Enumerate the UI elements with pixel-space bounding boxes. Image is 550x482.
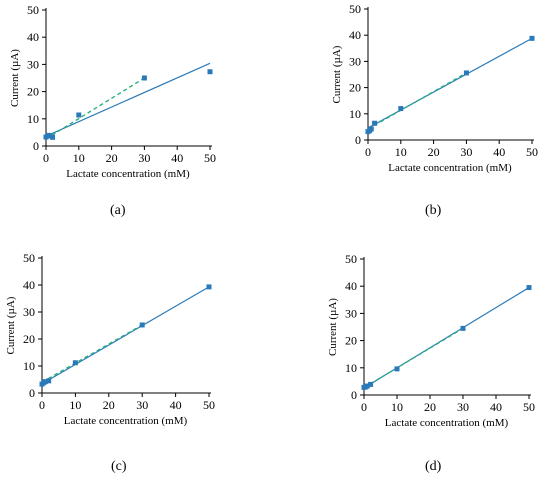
x-tick-label: 0 — [365, 145, 371, 159]
y-tick-label: 40 — [345, 279, 357, 293]
x-axis-label: Lactate concentration (mM) — [385, 417, 509, 429]
y-axis-label: Current (µA) — [5, 296, 17, 354]
data-point — [46, 132, 52, 138]
y-tick-label: 40 — [27, 30, 39, 44]
x-tick-label: 10 — [395, 145, 407, 159]
data-point — [463, 70, 469, 76]
x-tick-label: 20 — [424, 400, 436, 414]
data-point — [364, 383, 370, 389]
y-axis-label: Current (µA) — [327, 298, 339, 356]
data-point — [526, 285, 532, 291]
x-tick-label: 50 — [203, 398, 215, 412]
x-tick-label: 0 — [361, 400, 367, 414]
x-tick-label: 30 — [138, 151, 150, 165]
data-point — [394, 366, 400, 372]
data-point — [207, 69, 213, 75]
y-tick-label: 20 — [27, 85, 39, 99]
y-tick-label: 10 — [23, 359, 35, 373]
y-tick-label: 30 — [345, 306, 357, 320]
x-tick-label: 30 — [460, 145, 472, 159]
chart-svg: 0 10 20 30 40 50 0 10 20 30 40 50 Lactate concentrat… — [327, 252, 535, 429]
chart-panel-a: 0 10 20 30 40 50 0 10 20 30 40 50 Lactate concentrat… — [0, 0, 250, 190]
chart-panel-c: 0 10 20 30 40 50 0 10 20 30 40 50 Lactate concentrat… — [0, 250, 250, 440]
data-point — [398, 106, 404, 112]
fit-line-dashed — [41, 324, 143, 383]
data-point — [368, 126, 374, 132]
x-tick-label: 0 — [43, 151, 49, 165]
x-axis-label: Lactate concentration (mM) — [66, 168, 190, 180]
x-tick-label: 50 — [526, 145, 538, 159]
chart-panel-d: 0 10 20 30 40 50 0 10 20 30 40 50 Lactate concentrat… — [310, 250, 550, 440]
x-axis-label: Lactate concentration (mM) — [388, 162, 512, 174]
panel-label-b: (b) — [425, 203, 442, 218]
panel-label-c: (c) — [111, 459, 127, 474]
x-tick-label: 40 — [171, 151, 183, 165]
data-point — [206, 284, 212, 290]
x-tick-label: 10 — [73, 151, 85, 165]
data-point — [50, 134, 56, 140]
y-axis-label: Current (µA) — [331, 45, 343, 103]
y-tick-label: 20 — [345, 334, 357, 348]
y-tick-label: 50 — [345, 252, 357, 266]
x-tick-label: 20 — [428, 145, 440, 159]
x-tick-label: 50 — [204, 151, 216, 165]
data-point — [139, 322, 145, 328]
chart-svg: 0 10 20 30 40 50 0 10 20 30 40 50 Lactate concentrat… — [9, 3, 216, 180]
x-tick-label: 40 — [490, 400, 502, 414]
data-point — [76, 112, 82, 118]
y-tick-label: 0 — [29, 386, 35, 400]
x-tick-label: 20 — [106, 151, 118, 165]
data-point — [46, 378, 52, 384]
fit-line-dashed — [367, 72, 467, 130]
y-axis-label: Current (µA) — [9, 49, 21, 107]
data-point — [529, 35, 535, 41]
data-point — [372, 120, 378, 126]
y-tick-label: 50 — [349, 2, 361, 16]
y-tick-label: 30 — [27, 57, 39, 71]
x-axis-label: Lactate concentration (mM) — [64, 415, 188, 427]
panel-label-d: (d) — [425, 459, 442, 474]
fit-line-solid — [41, 286, 210, 385]
x-tick-label: 30 — [136, 398, 148, 412]
data-point — [368, 381, 374, 387]
y-tick-label: 10 — [27, 112, 39, 126]
x-tick-label: 40 — [493, 145, 505, 159]
chart-svg: 0 10 20 30 40 50 0 10 20 30 40 50 Lactate concentrat… — [5, 251, 215, 427]
y-tick-label: 30 — [349, 54, 361, 68]
fit-line-solid — [45, 62, 211, 137]
y-tick-label: 20 — [23, 332, 35, 346]
data-point — [72, 360, 78, 366]
y-tick-label: 10 — [345, 361, 357, 375]
x-tick-label: 10 — [391, 400, 403, 414]
y-tick-label: 40 — [23, 278, 35, 292]
data-point — [141, 75, 147, 81]
y-tick-label: 50 — [27, 3, 39, 17]
y-tick-label: 20 — [349, 81, 361, 95]
y-tick-label: 30 — [23, 305, 35, 319]
y-tick-label: 0 — [33, 139, 39, 153]
y-tick-label: 10 — [349, 107, 361, 121]
data-point — [42, 379, 48, 385]
chart-panel-b: 0 10 20 30 40 50 0 10 20 30 40 50 Lactate concentrat… — [310, 0, 550, 190]
x-tick-label: 40 — [170, 398, 182, 412]
x-tick-label: 0 — [39, 398, 45, 412]
x-tick-label: 20 — [103, 398, 115, 412]
y-tick-label: 0 — [351, 388, 357, 402]
x-tick-label: 50 — [523, 400, 535, 414]
x-tick-label: 10 — [69, 398, 81, 412]
y-tick-label: 40 — [349, 28, 361, 42]
panel-label-a: (a) — [110, 203, 126, 218]
data-point — [460, 325, 466, 331]
y-tick-label: 50 — [23, 251, 35, 265]
chart-svg: 0 10 20 30 40 50 0 10 20 30 40 50 Lactate concentrat… — [331, 2, 538, 174]
fit-line-dashed — [363, 327, 464, 389]
fit-line-solid — [363, 287, 530, 389]
x-tick-label: 30 — [457, 400, 469, 414]
fit-line-dashed — [45, 77, 145, 140]
y-tick-label: 0 — [355, 133, 361, 147]
